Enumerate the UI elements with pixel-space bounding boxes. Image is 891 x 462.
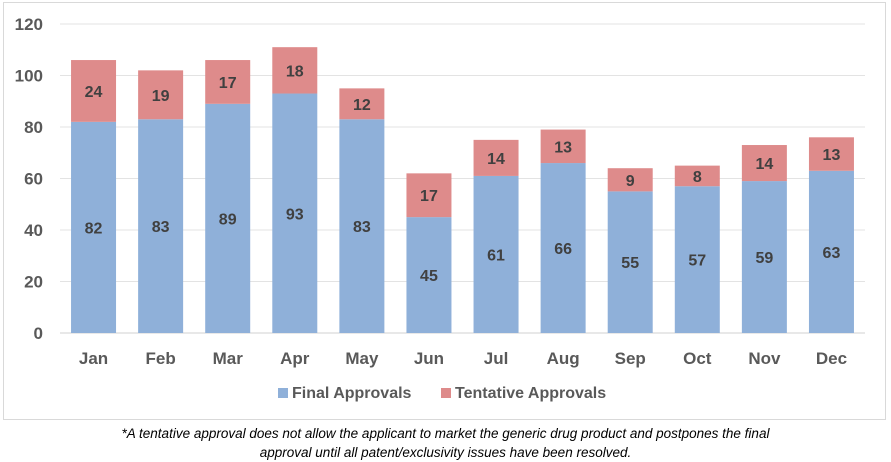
data-label-final-dec: 63	[823, 245, 841, 262]
legend-final-swatch	[278, 388, 288, 398]
y-tick-label-0: 0	[34, 324, 43, 343]
footnote-line-2: approval until all patent/exclusivity is…	[259, 445, 632, 460]
data-label-final-feb: 83	[152, 219, 170, 236]
data-label-tentative-jul: 14	[487, 151, 505, 168]
bar-tentative-aug	[540, 129, 586, 164]
bar-final-feb	[138, 119, 184, 334]
x-tick-label-may: May	[345, 349, 379, 368]
x-tick-label-apr: Apr	[280, 349, 310, 368]
x-tick-label-nov: Nov	[748, 349, 781, 368]
data-label-final-mar: 89	[219, 211, 237, 228]
bar-tentative-jun	[406, 173, 452, 218]
stacked-bar-chart: 0204060801001208224Jan8319Feb8917Mar9318…	[15, 15, 865, 402]
bar-final-apr	[272, 93, 318, 334]
bar-tentative-dec	[808, 137, 854, 171]
data-label-tentative-nov: 14	[755, 156, 773, 173]
data-label-tentative-oct: 8	[693, 169, 702, 186]
bar-final-aug	[540, 163, 586, 333]
data-label-final-aug: 66	[554, 241, 572, 258]
data-label-final-jul: 61	[487, 247, 505, 264]
data-label-tentative-may: 12	[353, 97, 371, 114]
bar-tentative-jan	[71, 60, 117, 122]
data-label-tentative-apr: 18	[286, 63, 304, 80]
data-label-final-jan: 82	[85, 220, 103, 237]
x-tick-label-jul: Jul	[484, 349, 509, 368]
bar-tentative-jul	[473, 139, 519, 176]
bar-final-jul	[473, 175, 519, 333]
y-tick-label-80: 80	[24, 118, 43, 137]
data-label-tentative-jan: 24	[85, 84, 103, 101]
x-tick-label-jun: Jun	[414, 349, 444, 368]
legend-tentative-swatch	[441, 388, 451, 398]
y-tick-label-60: 60	[24, 170, 43, 189]
y-tick-label-40: 40	[24, 221, 43, 240]
data-label-final-apr: 93	[286, 206, 304, 223]
bar-tentative-feb	[138, 70, 184, 120]
data-label-tentative-mar: 17	[219, 75, 237, 92]
data-label-final-sep: 55	[621, 255, 639, 272]
bar-final-jun	[406, 217, 452, 333]
legend-final-label: Final Approvals	[292, 385, 412, 402]
data-label-tentative-feb: 19	[152, 88, 170, 105]
data-label-final-oct: 57	[688, 253, 706, 270]
bar-final-nov	[741, 181, 787, 333]
y-tick-label-120: 120	[15, 15, 43, 34]
bar-final-dec	[808, 170, 854, 333]
footnote: *A tentative approval does not allow the…	[0, 424, 891, 462]
bar-tentative-nov	[741, 145, 787, 182]
bar-tentative-sep	[607, 168, 653, 192]
x-tick-label-mar: Mar	[213, 349, 244, 368]
data-label-final-jun: 45	[420, 268, 438, 285]
bar-final-oct	[674, 186, 720, 333]
x-tick-label-dec: Dec	[816, 349, 847, 368]
y-tick-label-20: 20	[24, 273, 43, 292]
x-tick-label-feb: Feb	[146, 349, 176, 368]
x-tick-label-sep: Sep	[615, 349, 646, 368]
legend-tentative-label: Tentative Approvals	[455, 385, 606, 402]
bar-final-mar	[205, 103, 251, 333]
data-label-final-nov: 59	[755, 250, 773, 267]
bar-final-sep	[607, 191, 653, 333]
bar-final-may	[339, 119, 385, 334]
bar-tentative-may	[339, 88, 385, 120]
data-label-final-may: 83	[353, 219, 371, 236]
bar-tentative-mar	[205, 60, 251, 104]
data-label-tentative-aug: 13	[554, 139, 572, 156]
data-label-tentative-dec: 13	[823, 147, 841, 164]
data-label-tentative-jun: 17	[420, 188, 438, 205]
x-tick-label-jan: Jan	[79, 349, 108, 368]
x-tick-label-aug: Aug	[547, 349, 580, 368]
footnote-line-1: *A tentative approval does not allow the…	[121, 426, 770, 441]
y-tick-label-100: 100	[15, 67, 43, 86]
bar-final-jan	[71, 121, 117, 333]
data-label-tentative-sep: 9	[626, 173, 635, 190]
x-tick-label-oct: Oct	[683, 349, 712, 368]
bar-tentative-apr	[272, 47, 318, 94]
bar-tentative-oct	[674, 165, 720, 187]
